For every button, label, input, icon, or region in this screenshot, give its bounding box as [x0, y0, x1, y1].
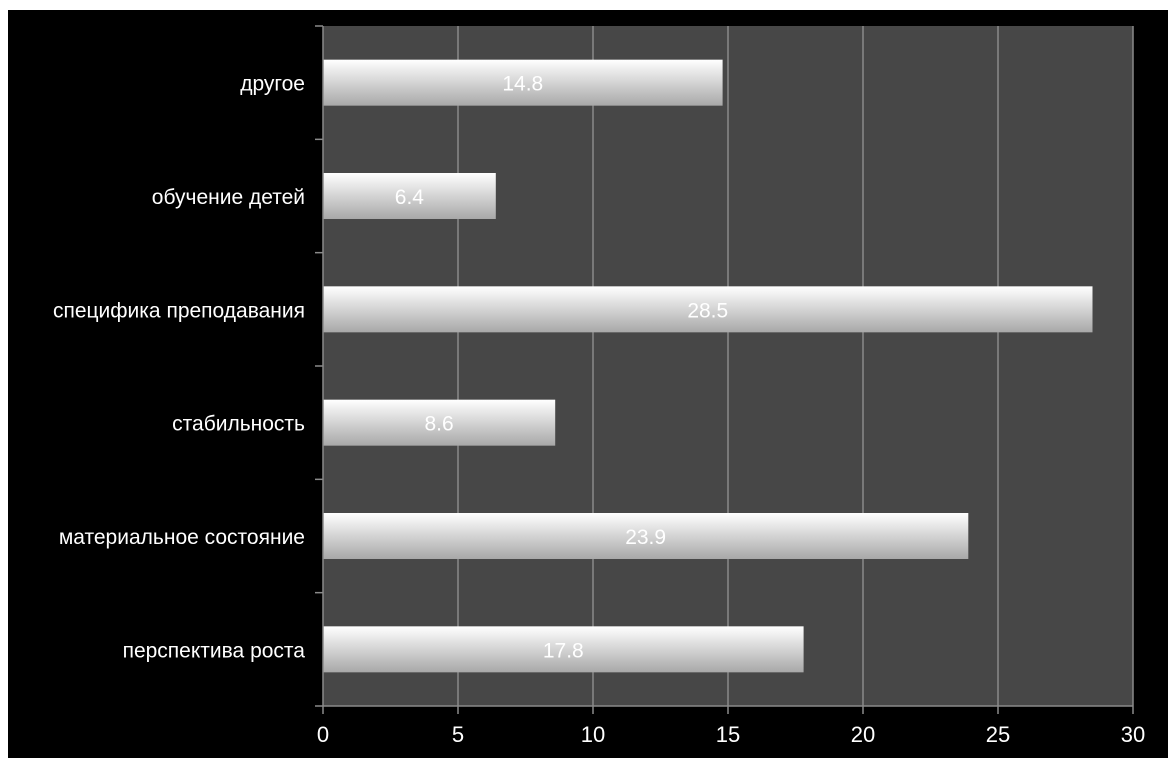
x-tick-label: 30: [1121, 722, 1145, 747]
category-label: перспектива роста: [123, 639, 306, 662]
x-tick-label: 5: [452, 722, 464, 747]
category-label: другое: [240, 73, 305, 96]
axes: [315, 25, 1134, 714]
bar: [323, 286, 1093, 333]
x-tick-label: 20: [851, 722, 875, 747]
x-tick-label: 15: [716, 722, 740, 747]
data-label: 6.4: [395, 186, 425, 209]
data-label: 17.8: [543, 639, 584, 662]
category-label: специфика преподавания: [53, 299, 305, 322]
bar: [323, 399, 556, 446]
x-tick-label: 25: [986, 722, 1010, 747]
gridlines: [457, 26, 1134, 706]
data-label: 14.8: [502, 73, 543, 96]
category-label: обучение детей: [152, 186, 305, 209]
bar: [323, 59, 723, 106]
data-label: 23.9: [625, 526, 666, 549]
x-tick-label: 0: [317, 722, 329, 747]
data-label: 8.6: [424, 413, 453, 436]
labels: 0 5 10 15 20 25 30 14.8 другое 6.4 обучение детей 2…: [53, 73, 1145, 747]
bar: [323, 513, 969, 559]
bar: [323, 626, 804, 673]
bar: [323, 173, 496, 219]
category-label: стабильность: [172, 413, 305, 436]
data-label: 28.5: [687, 299, 728, 322]
bars: [323, 59, 1093, 673]
x-tick-label: 10: [581, 722, 605, 747]
category-label: материальное состояние: [59, 526, 305, 549]
